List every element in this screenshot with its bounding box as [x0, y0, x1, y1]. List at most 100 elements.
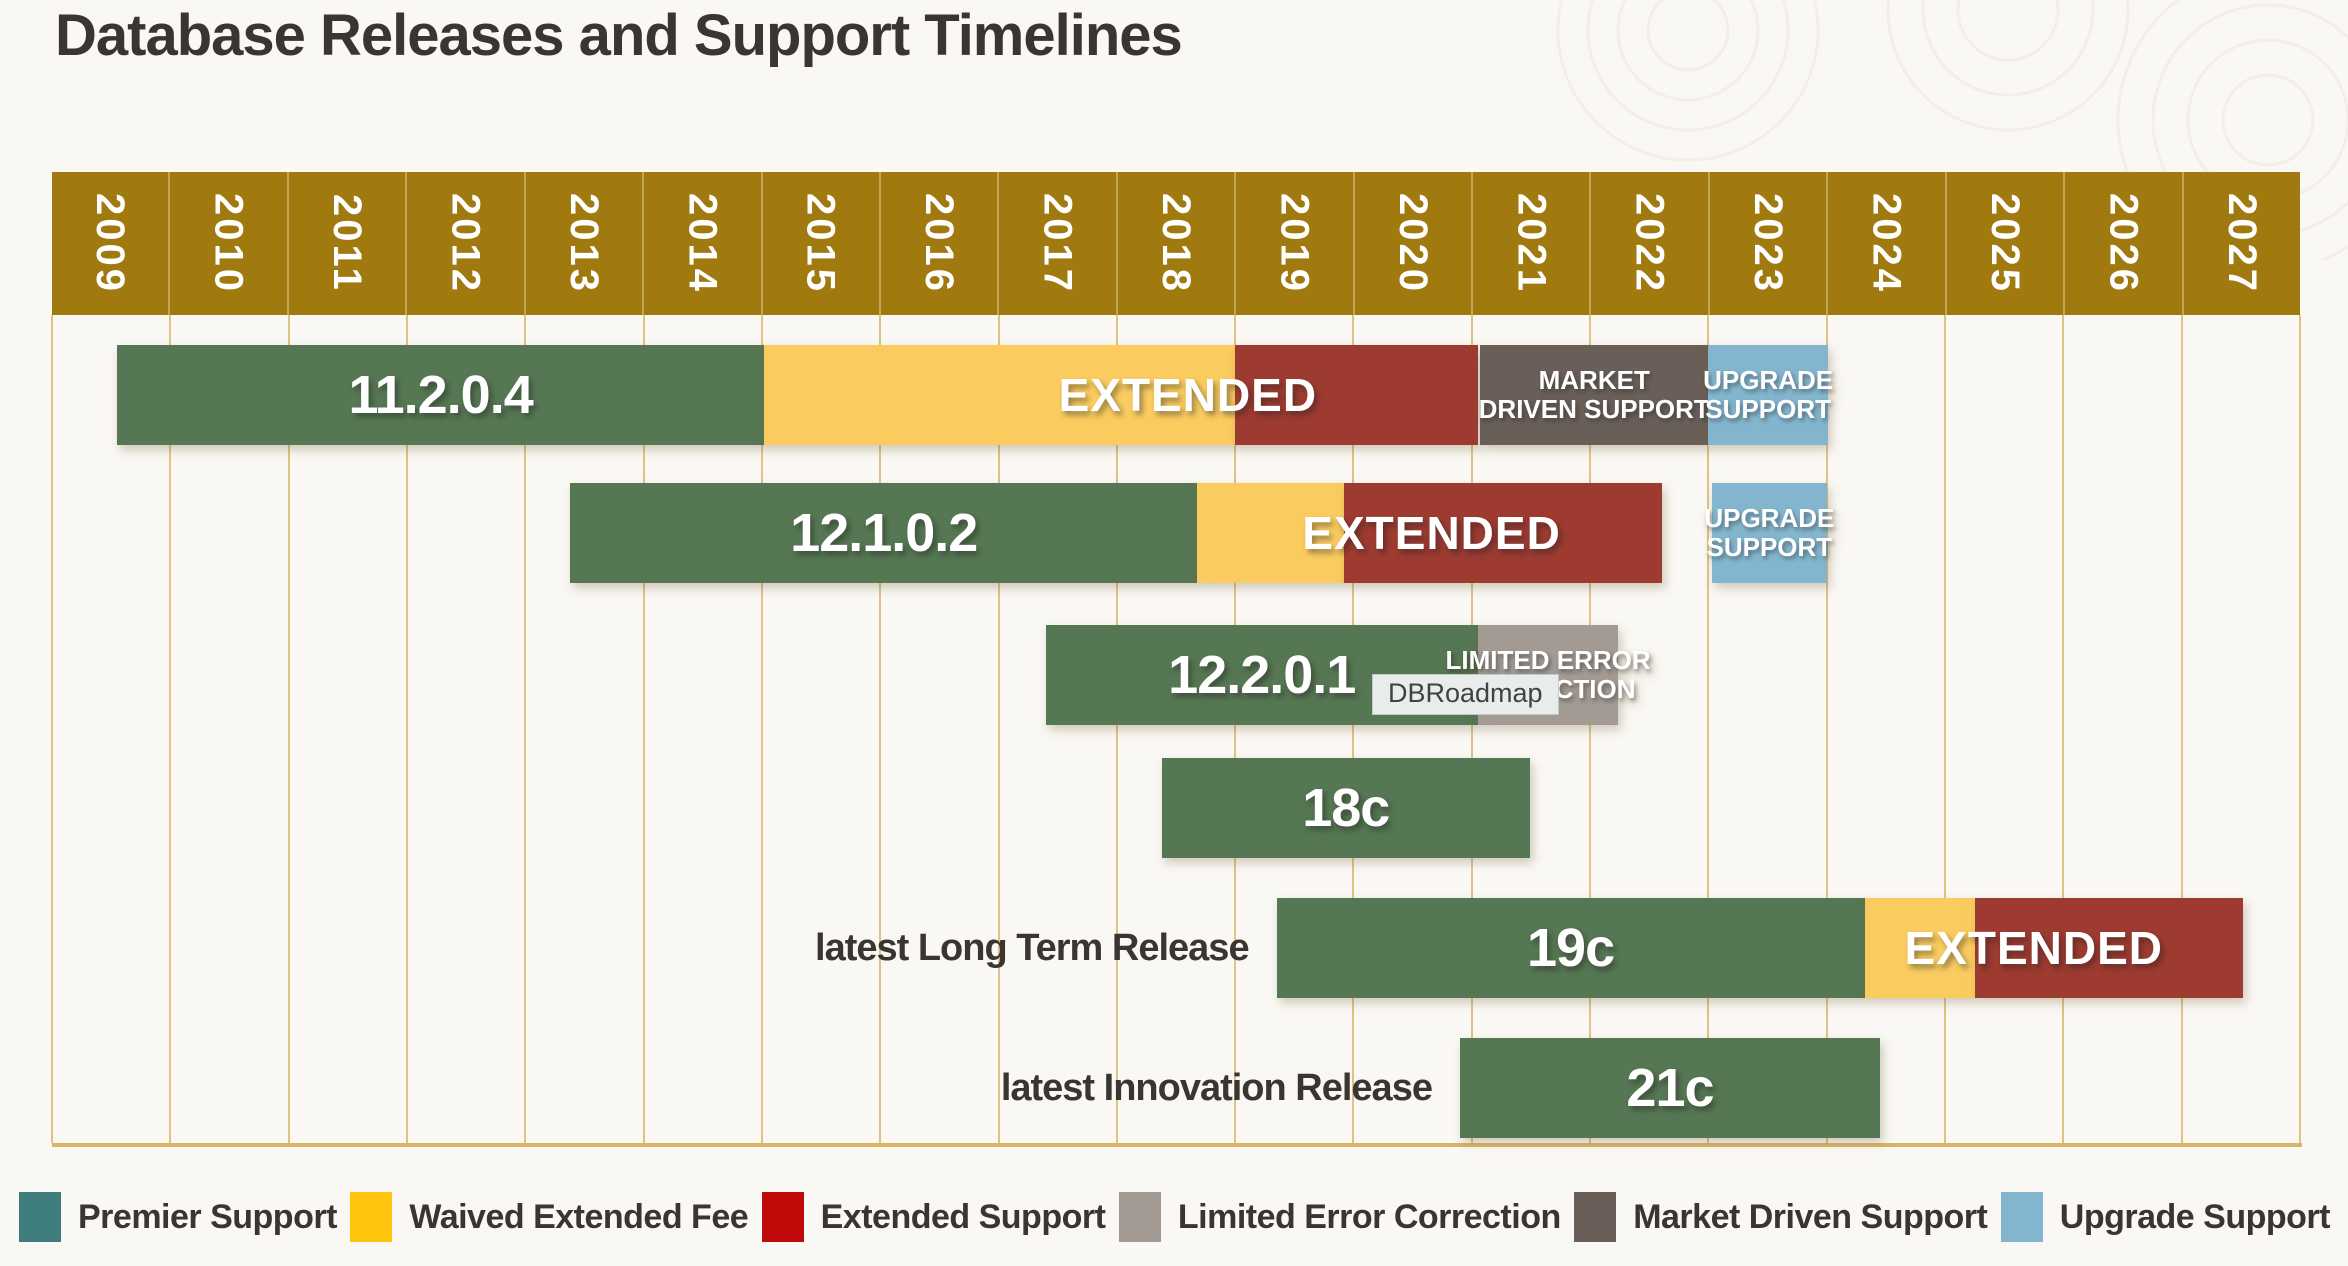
year-label: 2026 [2101, 193, 2146, 294]
bar-segment-upgrade[interactable]: UPGRADE SUPPORT [1704, 483, 1834, 583]
bar-segment-extended[interactable] [1235, 345, 1478, 445]
upgrade-swatch [2000, 1192, 2043, 1242]
bar-segment-label: 12.1.0.2 [790, 503, 978, 563]
bar-segment-waived[interactable] [764, 345, 1236, 445]
year-label: 2021 [1509, 193, 1554, 294]
extended-overlay-label: EXTENDED [1302, 507, 1561, 559]
bar-segment-waived[interactable] [1864, 898, 1975, 998]
year-label: 2010 [206, 193, 251, 294]
year-gridline [51, 315, 53, 1143]
year-cell: 2015 [763, 172, 881, 315]
year-gridline [405, 315, 408, 1143]
year-gridline [1234, 315, 1237, 1143]
bar-segment-market[interactable]: MARKET DRIVEN SUPPORT [1478, 345, 1710, 445]
year-cell: 2012 [407, 172, 526, 315]
year-gridline [1470, 315, 1473, 1143]
legend-label: Premier Support [78, 1197, 337, 1236]
timeline-row: 18c [0, 758, 2348, 858]
premier-swatch [19, 1192, 61, 1242]
chart-body: 11.2.0.4 MARKET DRIVEN SUPPORT UPGRADE SUPPO… [0, 315, 2348, 1147]
year-gridline [1115, 315, 1118, 1143]
bar-segment-premier[interactable]: 19c [1276, 898, 1865, 998]
timeline-row: latest Long Term Release 19c EXTENDED [0, 898, 2348, 998]
legend-item-waived: Waived Extended Fee [350, 1192, 749, 1242]
year-cell: 2014 [644, 172, 763, 315]
year-label: 2023 [1746, 193, 1791, 294]
bar-segment-extended[interactable] [1974, 898, 2244, 998]
year-label: 2016 [917, 193, 962, 294]
chart-bottom-border [52, 1143, 2302, 1147]
bar-segment-label: MARKET DRIVEN SUPPORT [1478, 364, 1710, 424]
year-gridline [2062, 315, 2065, 1143]
year-cell: 2024 [1828, 172, 1947, 315]
year-label: 2018 [1154, 193, 1198, 294]
year-label: 2011 [325, 194, 370, 293]
year-gridline [760, 315, 763, 1143]
year-cell: 2009 [52, 172, 171, 315]
extended-swatch [761, 1192, 804, 1242]
year-label: 2020 [1390, 193, 1435, 294]
year-cell: 2020 [1355, 172, 1474, 315]
year-cell: 2016 [881, 172, 1000, 315]
year-cell: 2027 [2184, 172, 2300, 315]
bar-segment-waived[interactable] [1197, 483, 1344, 583]
bar-segment-label: UPGRADE SUPPORT [1703, 364, 1834, 424]
timeline-row: 11.2.0.4 MARKET DRIVEN SUPPORT UPGRADE SUPPO… [0, 345, 2348, 445]
legend-label: Market Driven Support [1633, 1197, 1988, 1236]
year-label: 2017 [1035, 193, 1080, 294]
row-label: latest Innovation Release [1000, 1066, 1433, 1109]
bar-segment-premier[interactable]: 12.1.0.2 [570, 483, 1198, 583]
year-gridline [169, 315, 172, 1143]
year-cell: 2017 [999, 172, 1118, 315]
year-cell: 2021 [1473, 172, 1592, 315]
year-cell: 2018 [1118, 172, 1237, 315]
market-swatch [1574, 1192, 1617, 1242]
year-gridline [287, 315, 290, 1143]
year-label: 2012 [443, 193, 488, 294]
year-gridline [879, 315, 882, 1143]
extended-overlay-label: EXTENDED [1058, 369, 1318, 421]
legend: Premier Support Waived Extended Fee Extend… [19, 1192, 2330, 1242]
year-cell: 2023 [1710, 172, 1829, 315]
year-cell: 2019 [1236, 172, 1355, 315]
bar-segment-extended[interactable] [1344, 483, 1663, 583]
legend-item-premier: Premier Support [19, 1192, 337, 1242]
year-cell: 2025 [1947, 172, 2066, 315]
year-label: 2014 [680, 193, 725, 294]
bar-segment-label: 21c [1626, 1058, 1714, 1118]
bar-segment-label: 18c [1302, 778, 1390, 838]
legend-item-extended: Extended Support [761, 1192, 1106, 1242]
bar-segment-upgrade[interactable]: UPGRADE SUPPORT [1703, 345, 1833, 445]
year-cell: 2011 [289, 172, 408, 315]
legend-label: Waived Extended Fee [409, 1197, 749, 1236]
bar-segment-premier[interactable]: 11.2.0.4 [117, 345, 765, 445]
bar-segment-label: UPGRADE SUPPORT [1704, 502, 1835, 562]
year-label: 2009 [88, 193, 133, 294]
legend-item-limited: Limited Error Correction [1118, 1192, 1561, 1242]
waived-swatch [350, 1192, 393, 1242]
timeline-row: 12.1.0.2 UPGRADE SUPPORT EXTENDED [0, 483, 2348, 583]
year-header: 2009 2010 2011 2012 2013 2014 2015 2016 2017 2018… [52, 172, 2300, 315]
year-gridline [2299, 315, 2301, 1143]
bar-segment-label: 11.2.0.4 [348, 365, 534, 425]
bar-segment-label: 19c [1527, 918, 1615, 978]
year-cell: 2013 [526, 172, 645, 315]
year-gridline [1589, 315, 1592, 1143]
timeline-row: latest Innovation Release 21c [0, 1038, 2348, 1138]
page-title: Database Releases and Support Timelines [55, 3, 1183, 68]
legend-label: Extended Support [820, 1197, 1106, 1236]
year-label: 2027 [2219, 193, 2264, 294]
year-gridline [1825, 315, 1828, 1143]
year-cell: 2010 [170, 172, 289, 315]
bar-segment-premier[interactable]: 18c [1161, 758, 1530, 858]
year-label: 2013 [561, 193, 606, 294]
bar-segment-premier[interactable]: 21c [1459, 1038, 1880, 1138]
year-gridline [524, 315, 527, 1143]
legend-item-market: Market Driven Support [1574, 1192, 1988, 1242]
year-label: 2022 [1627, 193, 1672, 294]
row-label: latest Long Term Release [815, 926, 1250, 969]
dbroadmap-tooltip: DBRoadmap [1372, 674, 1559, 715]
year-cell: 2026 [2065, 172, 2184, 315]
bar-segment-label: 12.2.0.1 [1168, 645, 1356, 705]
